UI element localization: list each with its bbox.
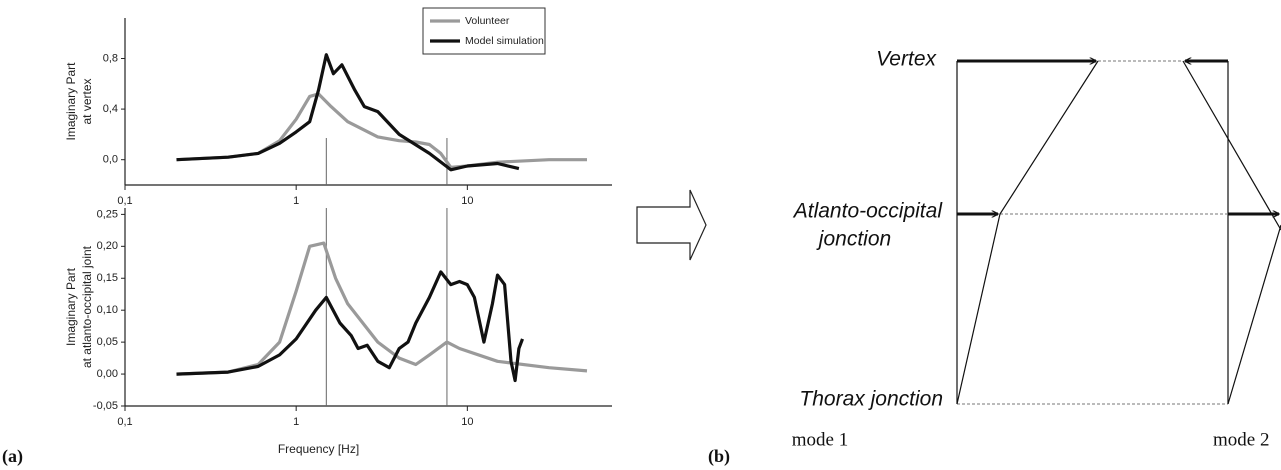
y-tick-label: 0,15: [97, 272, 118, 284]
y-tick-label: -0,05: [93, 400, 118, 412]
level-label: Vertex: [876, 48, 937, 71]
panel-label: (a): [2, 446, 23, 467]
y-tick-label: 0,25: [97, 208, 118, 220]
legend-label: Model simulation: [465, 35, 544, 47]
y-tick-label: 0,4: [103, 103, 118, 115]
mode-shape: [1182, 60, 1281, 231]
y-tick-label: 0,00: [97, 368, 118, 380]
mode-label: mode 1: [792, 429, 848, 450]
panel-label: (b): [708, 446, 730, 467]
x-tick-label: 0,1: [117, 195, 132, 207]
x-tick-label: 1: [293, 195, 299, 207]
y-axis-label: at atlanto-occipital joint: [80, 245, 94, 368]
y-axis-label: Imaginary Part: [64, 267, 78, 346]
x-tick-label: 0,1: [117, 416, 132, 428]
mode-shape: [1227, 224, 1281, 405]
x-tick-label: 1: [293, 416, 299, 428]
mode-diagram: [956, 60, 1281, 405]
series-line: [176, 241, 588, 376]
x-tick-label: 10: [461, 416, 473, 428]
mode-shape: [956, 60, 1099, 405]
y-tick-label: 0,0: [103, 154, 118, 166]
level-label: Thorax jonction: [799, 388, 943, 411]
y-tick-label: 0,10: [97, 304, 118, 316]
y-axis-label: at vertex: [80, 78, 94, 124]
y-tick-label: 0,05: [97, 336, 118, 348]
legend-label: Volunteer: [465, 15, 510, 27]
series-line: [176, 53, 520, 172]
y-tick-label: 0,20: [97, 240, 118, 252]
y-tick-label: 0,8: [103, 52, 118, 64]
legend-box: [422, 7, 546, 55]
transition-arrow: [636, 189, 707, 261]
x-axis-label: Frequency [Hz]: [278, 442, 359, 456]
y-axis-label: Imaginary Part: [64, 62, 78, 141]
series-line: [176, 270, 524, 383]
level-label: Atlanto-occipital: [792, 200, 944, 223]
x-tick-label: 10: [461, 195, 473, 207]
mode-label: mode 2: [1213, 429, 1269, 450]
level-label: jonction: [816, 228, 891, 251]
